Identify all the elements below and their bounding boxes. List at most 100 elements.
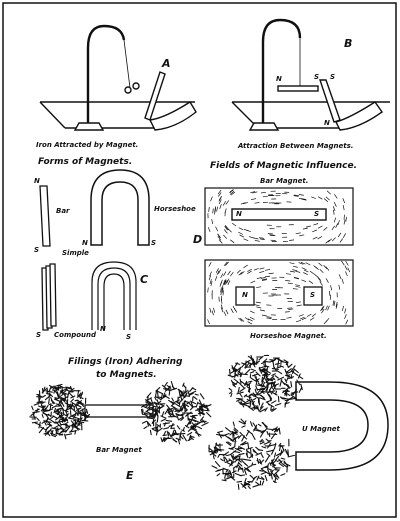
iron-filing <box>191 406 197 408</box>
iron-filing <box>246 467 251 473</box>
iron-filing <box>215 433 224 437</box>
iron-filing <box>63 421 69 425</box>
field-dash <box>225 280 228 285</box>
iron-filing <box>252 397 257 401</box>
iron-filing <box>197 412 204 415</box>
field-dash <box>309 317 315 321</box>
iron-filing <box>232 465 238 469</box>
iron-filing <box>217 430 224 434</box>
iron-filing <box>163 394 170 399</box>
field-dash <box>312 229 318 233</box>
iron-filing <box>161 411 165 417</box>
iron-filing <box>285 450 289 456</box>
iron-filing <box>199 393 205 400</box>
iron-filing <box>84 416 87 422</box>
field-dash <box>207 319 210 325</box>
field-dash <box>298 314 304 317</box>
iron-filing <box>189 415 197 419</box>
panel-a-letter: A <box>162 57 171 70</box>
field-dash <box>311 313 317 317</box>
field-dash <box>335 303 338 309</box>
iron-filing <box>234 447 243 452</box>
field-dash <box>261 314 267 317</box>
iron-filing <box>239 393 243 398</box>
field-dash <box>225 200 230 205</box>
iron-filing <box>178 388 184 396</box>
iron-filing <box>266 401 270 406</box>
field-dash <box>214 275 218 281</box>
field-dash <box>325 278 329 283</box>
field-dash <box>335 301 338 307</box>
iron-filing <box>250 398 255 406</box>
iron-filing <box>257 405 259 411</box>
field-dash <box>345 216 347 222</box>
iron-filing <box>240 401 245 408</box>
iron-filing <box>259 394 265 399</box>
field-dash <box>243 238 249 242</box>
field-dash <box>229 191 235 195</box>
iron-filing <box>169 387 178 391</box>
iron-filing <box>77 389 80 396</box>
iron-filing <box>283 462 291 467</box>
hand-a <box>148 101 197 131</box>
field-dash <box>218 199 222 205</box>
iron-filing <box>227 374 234 378</box>
iron-filing <box>214 461 221 468</box>
iron-filing <box>41 414 44 419</box>
compound-label: Compound <box>54 331 97 339</box>
simple-horseshoe-pole-s: S <box>151 239 157 247</box>
iron-filing <box>266 384 269 393</box>
iron-filing <box>257 477 265 481</box>
field-dash <box>252 191 258 194</box>
iron-filing <box>232 366 235 371</box>
iron-filing <box>252 422 258 430</box>
field-dash <box>341 305 344 311</box>
iron-filing <box>156 408 161 414</box>
iron-filing <box>154 390 158 398</box>
iron-filing <box>144 412 149 415</box>
iron-filing <box>260 390 265 394</box>
thread-a <box>123 39 131 89</box>
iron-filing <box>53 409 58 414</box>
iron-filing <box>185 421 190 428</box>
field-dash <box>215 268 219 273</box>
iron-filing <box>198 405 201 412</box>
field-dash <box>249 316 255 320</box>
iron-filing <box>268 375 275 381</box>
field-dash <box>299 316 305 320</box>
iron-filing <box>274 455 280 461</box>
iron-filing <box>272 480 277 484</box>
field-dash <box>250 191 256 194</box>
field-dash <box>250 280 256 284</box>
iron-filing <box>288 363 293 368</box>
iron-filing <box>188 420 192 425</box>
iron-filing <box>72 418 81 422</box>
iron-filing <box>166 385 172 389</box>
field-dash <box>325 239 330 244</box>
iron-filing <box>267 468 273 471</box>
iron-filing <box>287 454 296 458</box>
iron-filing <box>239 378 242 384</box>
iron-filing <box>276 366 282 369</box>
iron-filing <box>230 460 233 465</box>
iron-filing <box>241 468 244 473</box>
iron-filing <box>244 463 249 467</box>
iron-filing <box>247 406 254 411</box>
iron-filing <box>274 403 282 406</box>
iron-filing <box>164 381 168 387</box>
iron-filing <box>54 397 59 399</box>
field-dash <box>287 307 293 309</box>
field-dash <box>238 317 243 322</box>
stand-arm-a <box>86 24 126 123</box>
iron-filing <box>190 400 197 405</box>
iron-filing <box>197 407 203 411</box>
iron-filing <box>199 416 205 422</box>
iron-filing <box>79 408 85 412</box>
iron-filing <box>182 434 187 442</box>
iron-filing <box>269 458 275 465</box>
iron-filing <box>69 430 77 433</box>
iron-filing <box>64 425 71 429</box>
iron-filing <box>281 462 288 468</box>
iron-filing <box>231 381 237 385</box>
